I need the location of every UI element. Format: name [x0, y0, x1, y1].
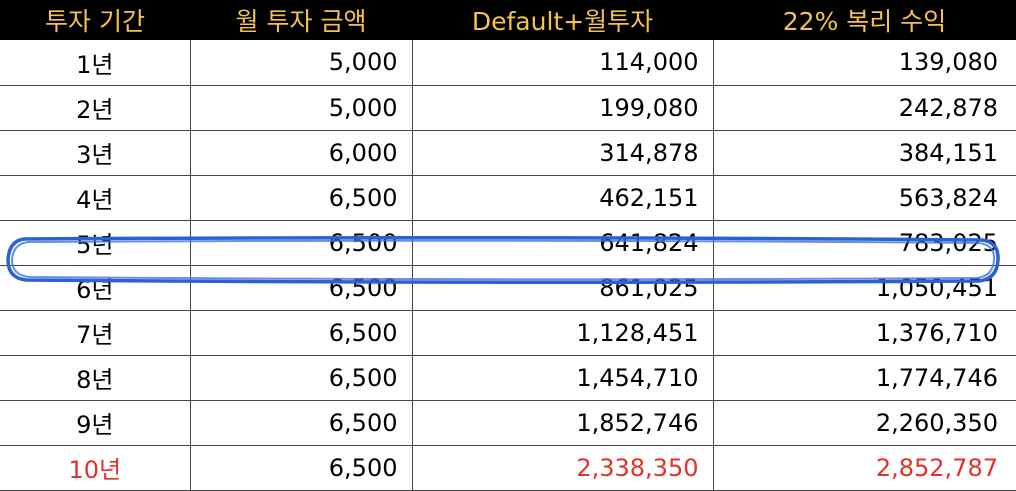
cell-period: 10년: [0, 445, 191, 491]
cell-monthly: 6,500: [190, 400, 413, 446]
cell-compound: 783,025: [713, 220, 1016, 266]
table-row: 1년 5,000 114,000 139,080: [0, 40, 1016, 86]
cell-monthly: 6,500: [190, 265, 413, 311]
cell-period: 8년: [0, 355, 191, 401]
cell-period: 7년: [0, 310, 191, 356]
cell-compound: 242,878: [713, 85, 1016, 131]
cell-default-plus: 1,128,451: [412, 310, 714, 356]
cell-default-plus: 641,824: [412, 220, 714, 266]
table-row: 5년 6,500 641,824 783,025: [0, 220, 1016, 266]
cell-monthly: 6,500: [190, 355, 413, 401]
cell-compound: 2,852,787: [713, 445, 1016, 491]
cell-period: 9년: [0, 400, 191, 446]
cell-default-plus: 1,852,746: [412, 400, 714, 446]
cell-compound: 1,376,710: [713, 310, 1016, 356]
header-compound-return: 22% 복리 수익: [782, 7, 947, 36]
cell-default-plus: 1,454,710: [412, 355, 714, 401]
cell-monthly: 6,500: [190, 220, 413, 266]
table-row: 9년 6,500 1,852,746 2,260,350: [0, 400, 1016, 446]
cell-default-plus: 314,878: [412, 130, 714, 176]
cell-period: 6년: [0, 265, 191, 311]
table-row: 7년 6,500 1,128,451 1,376,710: [0, 310, 1016, 356]
table-row: 8년 6,500 1,454,710 1,774,746: [0, 355, 1016, 401]
header-row: 투자 기간 월 투자 금액 Default+월투자 22% 복리 수익: [0, 0, 1016, 40]
cell-compound: 1,774,746: [713, 355, 1016, 401]
cell-period: 1년: [0, 40, 191, 86]
cell-monthly: 5,000: [190, 40, 413, 86]
table-row-circled: 6년 6,500 861,025 1,050,451: [0, 265, 1016, 311]
header-period: 투자 기간: [45, 7, 145, 36]
table-row: 4년 6,500 462,151 563,824: [0, 175, 1016, 221]
table-body: 1년 5,000 114,000 139,080 2년 5,000 199,08…: [0, 40, 1016, 491]
cell-compound: 1,050,451: [713, 265, 1016, 311]
table-row: 2년 5,000 199,080 242,878: [0, 85, 1016, 131]
cell-period: 4년: [0, 175, 191, 221]
table-row: 3년 6,000 314,878 384,151: [0, 130, 1016, 176]
cell-period: 3년: [0, 130, 191, 176]
cell-compound: 2,260,350: [713, 400, 1016, 446]
cell-default-plus: 2,338,350: [412, 445, 714, 491]
cell-compound: 139,080: [713, 40, 1016, 86]
cell-default-plus: 861,025: [412, 265, 714, 311]
cell-compound: 384,151: [713, 130, 1016, 176]
table-row-highlighted: 10년 6,500 2,338,350 2,852,787: [0, 445, 1016, 491]
cell-monthly: 6,500: [190, 445, 413, 491]
cell-monthly: 5,000: [190, 85, 413, 131]
cell-default-plus: 114,000: [412, 40, 714, 86]
table-header: 투자 기간 월 투자 금액 Default+월투자 22% 복리 수익: [0, 0, 1016, 40]
header-default-plus-monthly: Default+월투자: [471, 7, 654, 36]
cell-period: 5년: [0, 220, 191, 266]
header-monthly-amount: 월 투자 금액: [235, 7, 367, 36]
cell-monthly: 6,000: [190, 130, 413, 176]
cell-default-plus: 462,151: [412, 175, 714, 221]
cell-default-plus: 199,080: [412, 85, 714, 131]
cell-period: 2년: [0, 85, 191, 131]
cell-compound: 563,824: [713, 175, 1016, 221]
cell-monthly: 6,500: [190, 310, 413, 356]
cell-monthly: 6,500: [190, 175, 413, 221]
